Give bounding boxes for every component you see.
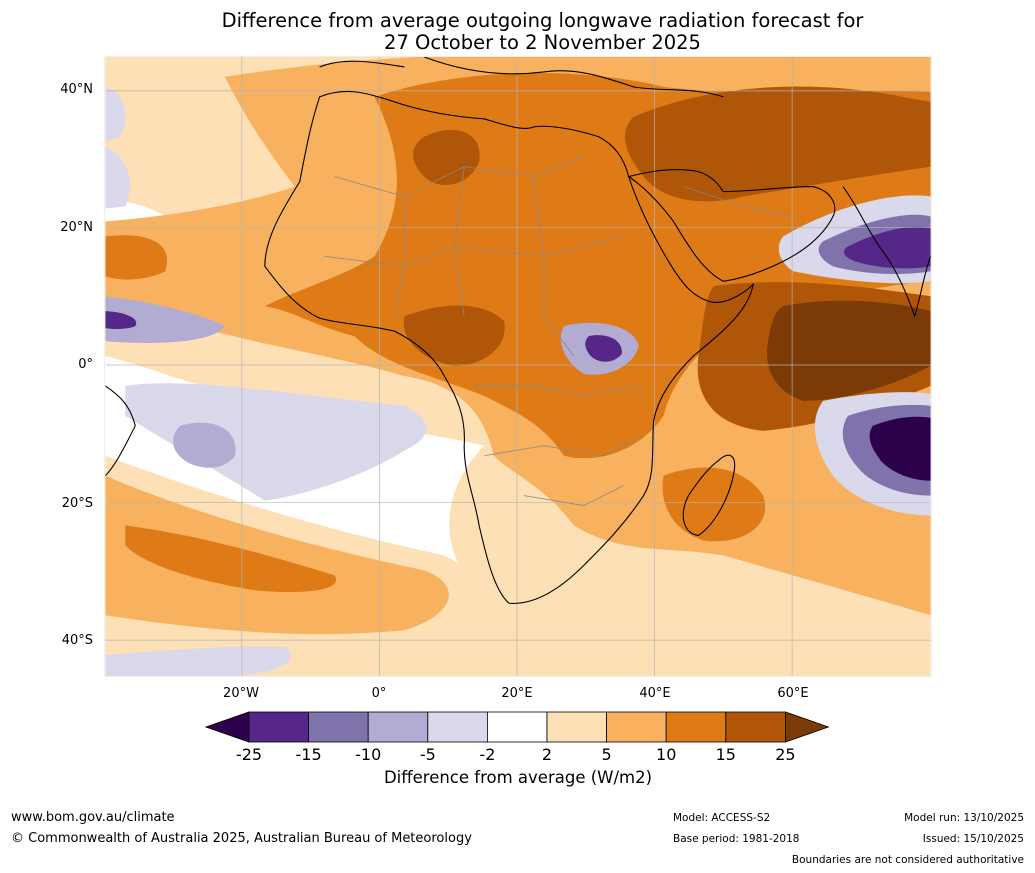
anomaly-zone-neg-west-tropical-core: [105, 311, 137, 330]
anomaly-zone-neg-5-10-atlantic: [173, 422, 236, 468]
colorbar-tick-label: 5: [601, 745, 612, 764]
anomaly-zone-15-25-sahara: [413, 129, 480, 186]
lon-label-40e: 40°E: [639, 686, 671, 701]
lat-label-0: 0°: [78, 357, 93, 372]
lat-label-40n: 40°N: [60, 82, 93, 97]
colorbar-cell: [725, 711, 786, 743]
colorbar-cells: [205, 711, 830, 743]
footer-website[interactable]: www.bom.gov.au/climate: [11, 810, 175, 825]
anomaly-zone-neg-lake-victoria-core: [585, 335, 622, 362]
colorbar-tick-label: -10: [355, 745, 382, 764]
anomaly-zone-10-15-west-atlantic: [105, 235, 168, 280]
colorbar-tick-label: 25: [775, 745, 796, 764]
anomaly-zone-neg-west-tropical: [105, 296, 225, 343]
colorbar-label: Difference from average (W/m2): [383, 768, 653, 787]
lat-label-20n: 20°N: [60, 220, 93, 235]
lat-label-20s: 20°S: [61, 496, 93, 511]
anomaly-zone-10-15-madagascar: [662, 467, 766, 542]
lon-label-20w: 20°W: [223, 686, 259, 701]
colorbar-cell: [308, 711, 369, 743]
anomaly-zone-10-15-south-atlantic: [125, 525, 337, 593]
colorbar-tick-label: 15: [715, 745, 736, 764]
colorbar-cell: [248, 711, 309, 743]
colorbar-extend-low: [205, 711, 250, 743]
arabia-coastline: [627, 169, 836, 282]
africa-coastline: [264, 90, 755, 604]
anomaly-zone-15-25-congo: [403, 305, 505, 367]
lon-label-20e: 20°E: [501, 686, 533, 701]
footer-issued: Issued: 15/10/2025: [922, 833, 1024, 845]
footer-base-period: Base period: 1981-2018: [673, 833, 800, 845]
colorbar-tick-label: -5: [419, 745, 436, 764]
colorbar-extend-high: [785, 711, 830, 743]
colorbar-tick-label: -2: [479, 745, 496, 764]
colorbar-cell: [546, 711, 607, 743]
anomaly-zone-neg-arabian-sea-core: [843, 226, 931, 269]
title-line-2: 27 October to 2 November 2025: [384, 31, 701, 54]
colorbar-cell: [606, 711, 667, 743]
footer-disclaimer: Boundaries are not considered authoritat…: [791, 854, 1024, 866]
south-america-coastline: [105, 385, 136, 477]
colorbar-cell: [486, 711, 548, 743]
country-borders: [324, 156, 794, 506]
footer-model: Model: ACCESS-S2: [673, 812, 771, 824]
anomaly-zone-neg-south-indian-core: [869, 416, 931, 481]
lon-label-60e: 60°E: [777, 686, 809, 701]
anomaly-zone-neg-south-atlantic-edge: [105, 646, 291, 676]
colorbar-tick-label: 10: [656, 745, 677, 764]
anomaly-zone-neg-2-5-atlantic: [125, 383, 427, 501]
olr-anomaly-map: [104, 56, 932, 677]
colorbar-tick-label: -15: [295, 745, 322, 764]
chart-title: Difference from average outgoing longwav…: [0, 10, 1035, 54]
colorbar-tick-label: 2: [541, 745, 553, 764]
colorbar-tick-label: -25: [235, 745, 263, 764]
colorbar-cell: [367, 711, 429, 743]
colorbar-cell: [665, 711, 727, 743]
lat-label-40s: 40°S: [61, 633, 93, 648]
anomaly-zone-25plus-indian-ocean: [767, 300, 931, 401]
colorbar-cell: [427, 711, 488, 743]
colorbar: [205, 711, 830, 743]
madagascar-coastline: [682, 454, 736, 537]
europe-coastline: [319, 57, 724, 98]
footer-copyright: © Commonwealth of Australia 2025, Austra…: [11, 831, 472, 846]
title-line-1: Difference from average outgoing longwav…: [221, 9, 864, 32]
lon-label-0: 0°: [371, 686, 387, 701]
anomaly-zone-neg-2-5-west: [105, 86, 131, 209]
anomaly-zone-5-10-south-atlantic: [105, 475, 449, 635]
footer-model-run: Model run: 13/10/2025: [904, 812, 1024, 824]
graticule: [105, 57, 931, 676]
india-coastline: [842, 186, 931, 318]
